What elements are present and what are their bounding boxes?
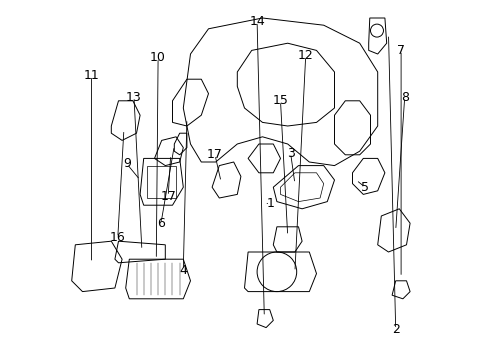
Text: 17: 17 xyxy=(160,190,176,203)
Text: 14: 14 xyxy=(249,15,264,28)
Text: 10: 10 xyxy=(150,51,166,64)
Text: 3: 3 xyxy=(286,147,294,159)
Text: 5: 5 xyxy=(360,181,368,194)
Text: 15: 15 xyxy=(272,94,288,107)
Text: 7: 7 xyxy=(396,44,404,57)
Text: 2: 2 xyxy=(391,323,399,336)
Text: 13: 13 xyxy=(126,91,142,104)
Text: 8: 8 xyxy=(400,91,408,104)
Text: 12: 12 xyxy=(297,49,313,62)
Text: 9: 9 xyxy=(122,157,130,170)
Text: 16: 16 xyxy=(110,231,125,244)
Text: 1: 1 xyxy=(266,197,274,210)
Text: 17: 17 xyxy=(206,148,223,161)
Text: 6: 6 xyxy=(157,217,164,230)
Text: 4: 4 xyxy=(179,264,187,276)
Text: 11: 11 xyxy=(83,69,99,82)
Bar xyxy=(147,166,176,198)
